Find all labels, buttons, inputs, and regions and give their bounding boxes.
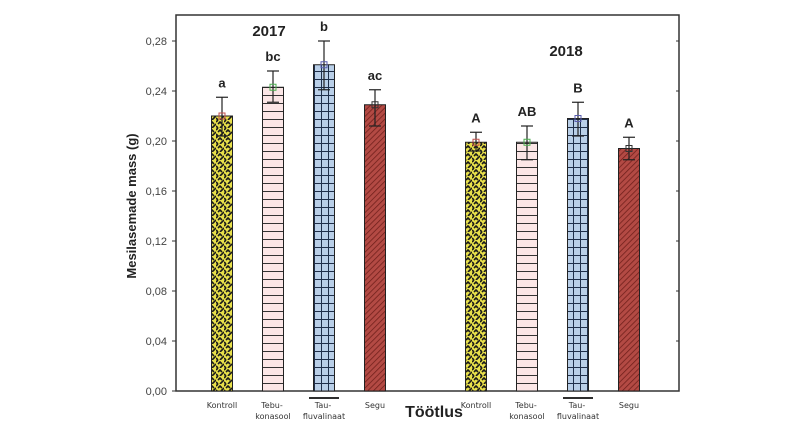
category-label: Tebu-	[260, 401, 283, 410]
mean-marker	[574, 115, 582, 122]
plot-frame	[175, 14, 680, 392]
mean-marker	[218, 112, 226, 120]
year-label: 2017	[252, 23, 285, 40]
significance-label: b	[320, 19, 328, 34]
bar	[567, 118, 589, 392]
significance-label: bc	[265, 49, 280, 64]
y-tick-label: 0,08	[146, 286, 167, 298]
significance-label: a	[218, 75, 226, 90]
significance-label: AB	[518, 104, 537, 119]
y-tick-label: 0,00	[146, 386, 167, 398]
category-label: konasool	[509, 412, 544, 421]
mean-marker	[320, 61, 328, 69]
mean-marker	[472, 138, 480, 146]
category-label: Tebu-	[514, 401, 537, 410]
y-tick-label: 0,12	[146, 236, 167, 248]
bar	[516, 141, 538, 392]
year-label: 2018	[549, 43, 582, 60]
y-tick-label: 0,20	[146, 136, 167, 148]
category-label: Kontroll	[461, 401, 491, 410]
category-label: Segu	[365, 401, 385, 410]
bar	[211, 115, 233, 392]
category-label: Tau-	[568, 401, 586, 410]
mean-marker	[269, 83, 277, 91]
mean-marker	[523, 138, 531, 146]
bar	[313, 64, 335, 392]
category-label: Kontroll	[207, 401, 237, 410]
bar	[618, 148, 640, 392]
y-axis-title: Mesilasemade mass (g)	[124, 133, 139, 278]
category-label: fluvalinaat	[557, 412, 599, 421]
mean-marker	[371, 101, 379, 109]
x-axis-title: Töötlus	[405, 404, 463, 421]
significance-label: B	[573, 80, 582, 95]
y-tick-label: 0,04	[146, 336, 167, 348]
bar	[364, 104, 386, 392]
category-label: Segu	[619, 401, 639, 410]
y-tick-label: 0,28	[146, 36, 167, 48]
category-label: konasool	[255, 412, 290, 421]
y-tick-label: 0,16	[146, 186, 167, 198]
y-tick-label: 0,24	[146, 86, 167, 98]
significance-label: A	[624, 115, 634, 130]
category-label: Tau-	[314, 401, 332, 410]
significance-label: ac	[368, 68, 382, 83]
category-label: fluvalinaat	[303, 412, 345, 421]
significance-label: A	[471, 110, 481, 125]
mean-marker	[625, 145, 633, 152]
bar	[465, 141, 487, 392]
bar	[262, 86, 284, 392]
